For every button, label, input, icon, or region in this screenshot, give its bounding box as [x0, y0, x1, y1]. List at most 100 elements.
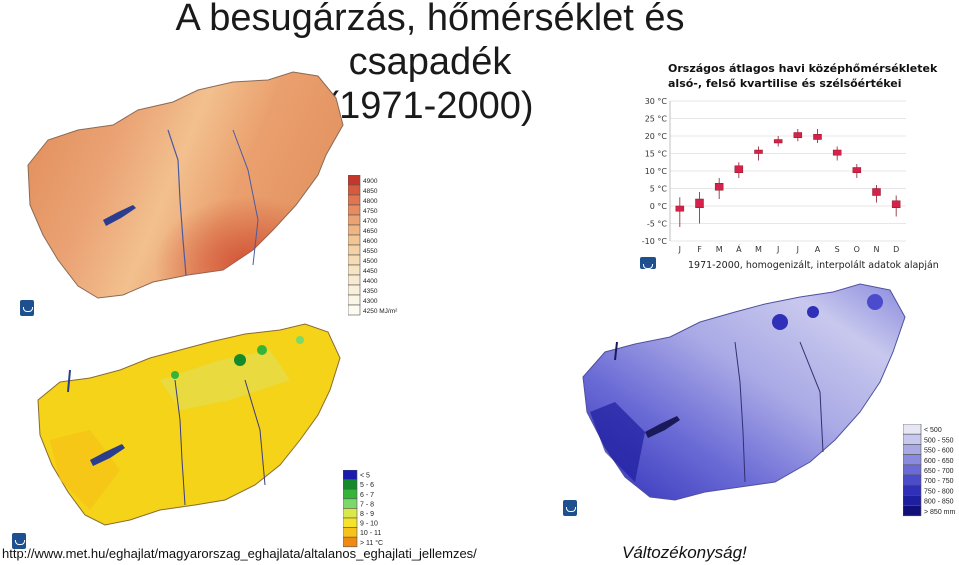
- temperature-legend-swatch: [342, 517, 358, 528]
- precip-legend-swatch: [902, 433, 922, 445]
- boxplot-box: [754, 149, 763, 154]
- radiation-legend-swatch: [347, 174, 361, 186]
- radiation-legend-label: 4800: [363, 198, 378, 205]
- precip-legend-label: 550 - 600: [924, 448, 954, 455]
- radiation-legend-label: 4300: [363, 298, 378, 305]
- radiation-legend-swatch: [347, 264, 361, 276]
- boxplot-box: [734, 165, 744, 173]
- chart-title-line2: alsó-, felső kvartilise és szélsőértékei: [668, 77, 902, 90]
- boxplot-box: [891, 200, 901, 208]
- chart-title: Országos átlagos havi középhőmérsékletek…: [668, 61, 937, 91]
- source-url-link[interactable]: http://www.met.hu/eghajlat/magyarorszag_…: [2, 546, 477, 561]
- y-tick-label: 10 °C: [645, 167, 668, 176]
- radiation-legend-label: 4500: [363, 258, 378, 265]
- radiation-legend-swatch: [347, 254, 361, 266]
- precip-legend-label: 800 - 850: [924, 499, 954, 506]
- temperature-legend-label: < 5: [360, 473, 370, 480]
- y-tick-label: 15 °C: [645, 150, 668, 159]
- x-tick-label: J: [796, 245, 799, 254]
- boxplot-box: [695, 198, 704, 208]
- temperature-legend-label: > 11 °C: [360, 539, 383, 547]
- precip-legend-swatch: [902, 464, 922, 476]
- boxplot-box: [813, 134, 822, 140]
- temperature-legend-label: 8 - 9: [360, 511, 374, 518]
- radiation-legend-label: 4900: [363, 178, 378, 185]
- radiation-map: [27, 71, 344, 299]
- precip-legend-swatch: [902, 423, 922, 435]
- x-tick-label: A: [815, 245, 821, 254]
- radiation-legend-label: 4750: [363, 208, 378, 215]
- x-tick-label: F: [697, 245, 702, 254]
- radiation-legend: 4900 4850 4800 4750 4700 4650 4600 4550 4500 4450…: [347, 174, 400, 322]
- y-tick-label: 30 °C: [645, 97, 668, 106]
- precip-legend-swatch: [902, 474, 922, 486]
- temperature-legend-label: 5 - 6: [360, 482, 374, 489]
- precip-legend-label: 600 - 650: [924, 458, 954, 465]
- temperature-legend-swatch: [342, 469, 358, 480]
- x-tick-label: O: [854, 245, 860, 254]
- x-tick-label: S: [835, 245, 840, 254]
- radiation-legend-label: 4400: [363, 278, 378, 285]
- y-tick-label: -5 °C: [647, 220, 668, 229]
- radiation-legend-label: 4600: [363, 238, 378, 245]
- chart-footnote: 1971-2000, homogenizált, interpolált ada…: [688, 260, 939, 271]
- radiation-legend-swatch: [347, 234, 361, 246]
- temperature-legend-swatch: [342, 488, 358, 500]
- precipitation-map: [582, 283, 906, 501]
- radiation-legend-swatch: [347, 224, 361, 236]
- chart-title-line1: Országos átlagos havi középhőmérsékletek: [668, 62, 938, 75]
- precipitation-map-country: [582, 283, 906, 501]
- boxplot-box: [773, 139, 783, 144]
- balaton-lake: [103, 205, 136, 226]
- x-tick-label: M: [755, 245, 762, 254]
- radiation-legend-label: 4650: [363, 228, 378, 235]
- precip-legend-label: < 500: [924, 427, 942, 434]
- temperature-legend-swatch: [342, 527, 358, 538]
- boxplot-box: [872, 188, 881, 196]
- precip-legend-label: 650 - 700: [924, 468, 954, 475]
- precip-legend-label: 500 - 550: [924, 437, 954, 444]
- radiation-legend-label: 4450: [363, 268, 378, 275]
- y-tick-label: 0 °C: [650, 202, 668, 211]
- temperature-legend-swatch: [342, 536, 358, 548]
- x-tick-label: M: [716, 245, 723, 254]
- temperature-legend-label: 10 - 11: [360, 530, 381, 537]
- radiation-legend-label: 4850: [363, 188, 378, 195]
- temperature-boxplot: 30 °C 25 °C 20 °C 15 °C 10 °C 5 °C 0 °C -5 °C -1…: [642, 97, 906, 254]
- slide-title: A besugárzás, hőmérséklet és csapadék (1…: [150, 0, 710, 128]
- variability-note: Változékonyság!: [622, 543, 747, 562]
- temperature-legend-swatch: [342, 498, 358, 509]
- precipitation-legend: < 500 500 - 550 550 - 600 600 - 650 650 - 70…: [902, 423, 959, 523]
- radiation-legend-swatch: [347, 194, 361, 206]
- precip-legend-swatch: [902, 495, 922, 506]
- boxplot-box: [793, 132, 803, 138]
- boxplot-box: [852, 167, 862, 173]
- radiation-legend-label: 4700: [363, 218, 378, 225]
- omsz-logo-icon: [20, 300, 34, 316]
- x-tick-label: J: [776, 245, 779, 254]
- temperature-legend-label: 6 - 7: [360, 492, 374, 499]
- x-tick-label: D: [893, 245, 899, 254]
- precip-legend-label: > 850 mm: [924, 509, 955, 516]
- radiation-legend-label: 4350: [363, 288, 378, 295]
- boxplot-box: [832, 149, 842, 156]
- precip-legend-label: 700 - 750: [924, 478, 954, 485]
- radiation-legend-swatch: [347, 294, 361, 306]
- radiation-legend-swatch: [347, 274, 361, 286]
- radiation-legend-swatch: [347, 214, 361, 226]
- omsz-logo-icon: [563, 500, 577, 516]
- temperature-legend-swatch: [342, 508, 358, 519]
- precip-legend-swatch: [902, 484, 922, 496]
- temperature-map: [37, 323, 341, 526]
- precip-legend-swatch: [902, 444, 922, 455]
- precip-legend-swatch: [902, 505, 922, 517]
- boxplot-box: [714, 183, 724, 191]
- radiation-map-river: [167, 129, 187, 276]
- boxplot-box: [675, 205, 685, 212]
- temperature-legend-label: 7 - 8: [360, 501, 374, 508]
- temperature-legend: < 5 5 - 6 6 - 7 7 - 8 8 - 9 9 - 10 10 - 11 > 11…: [342, 469, 398, 555]
- x-tick-label: Á: [736, 243, 742, 254]
- slide-title-line2: (1971-2000): [326, 85, 534, 127]
- radiation-legend-swatch: [347, 244, 361, 256]
- radiation-legend-label: 4250 MJ/m²: [363, 308, 398, 315]
